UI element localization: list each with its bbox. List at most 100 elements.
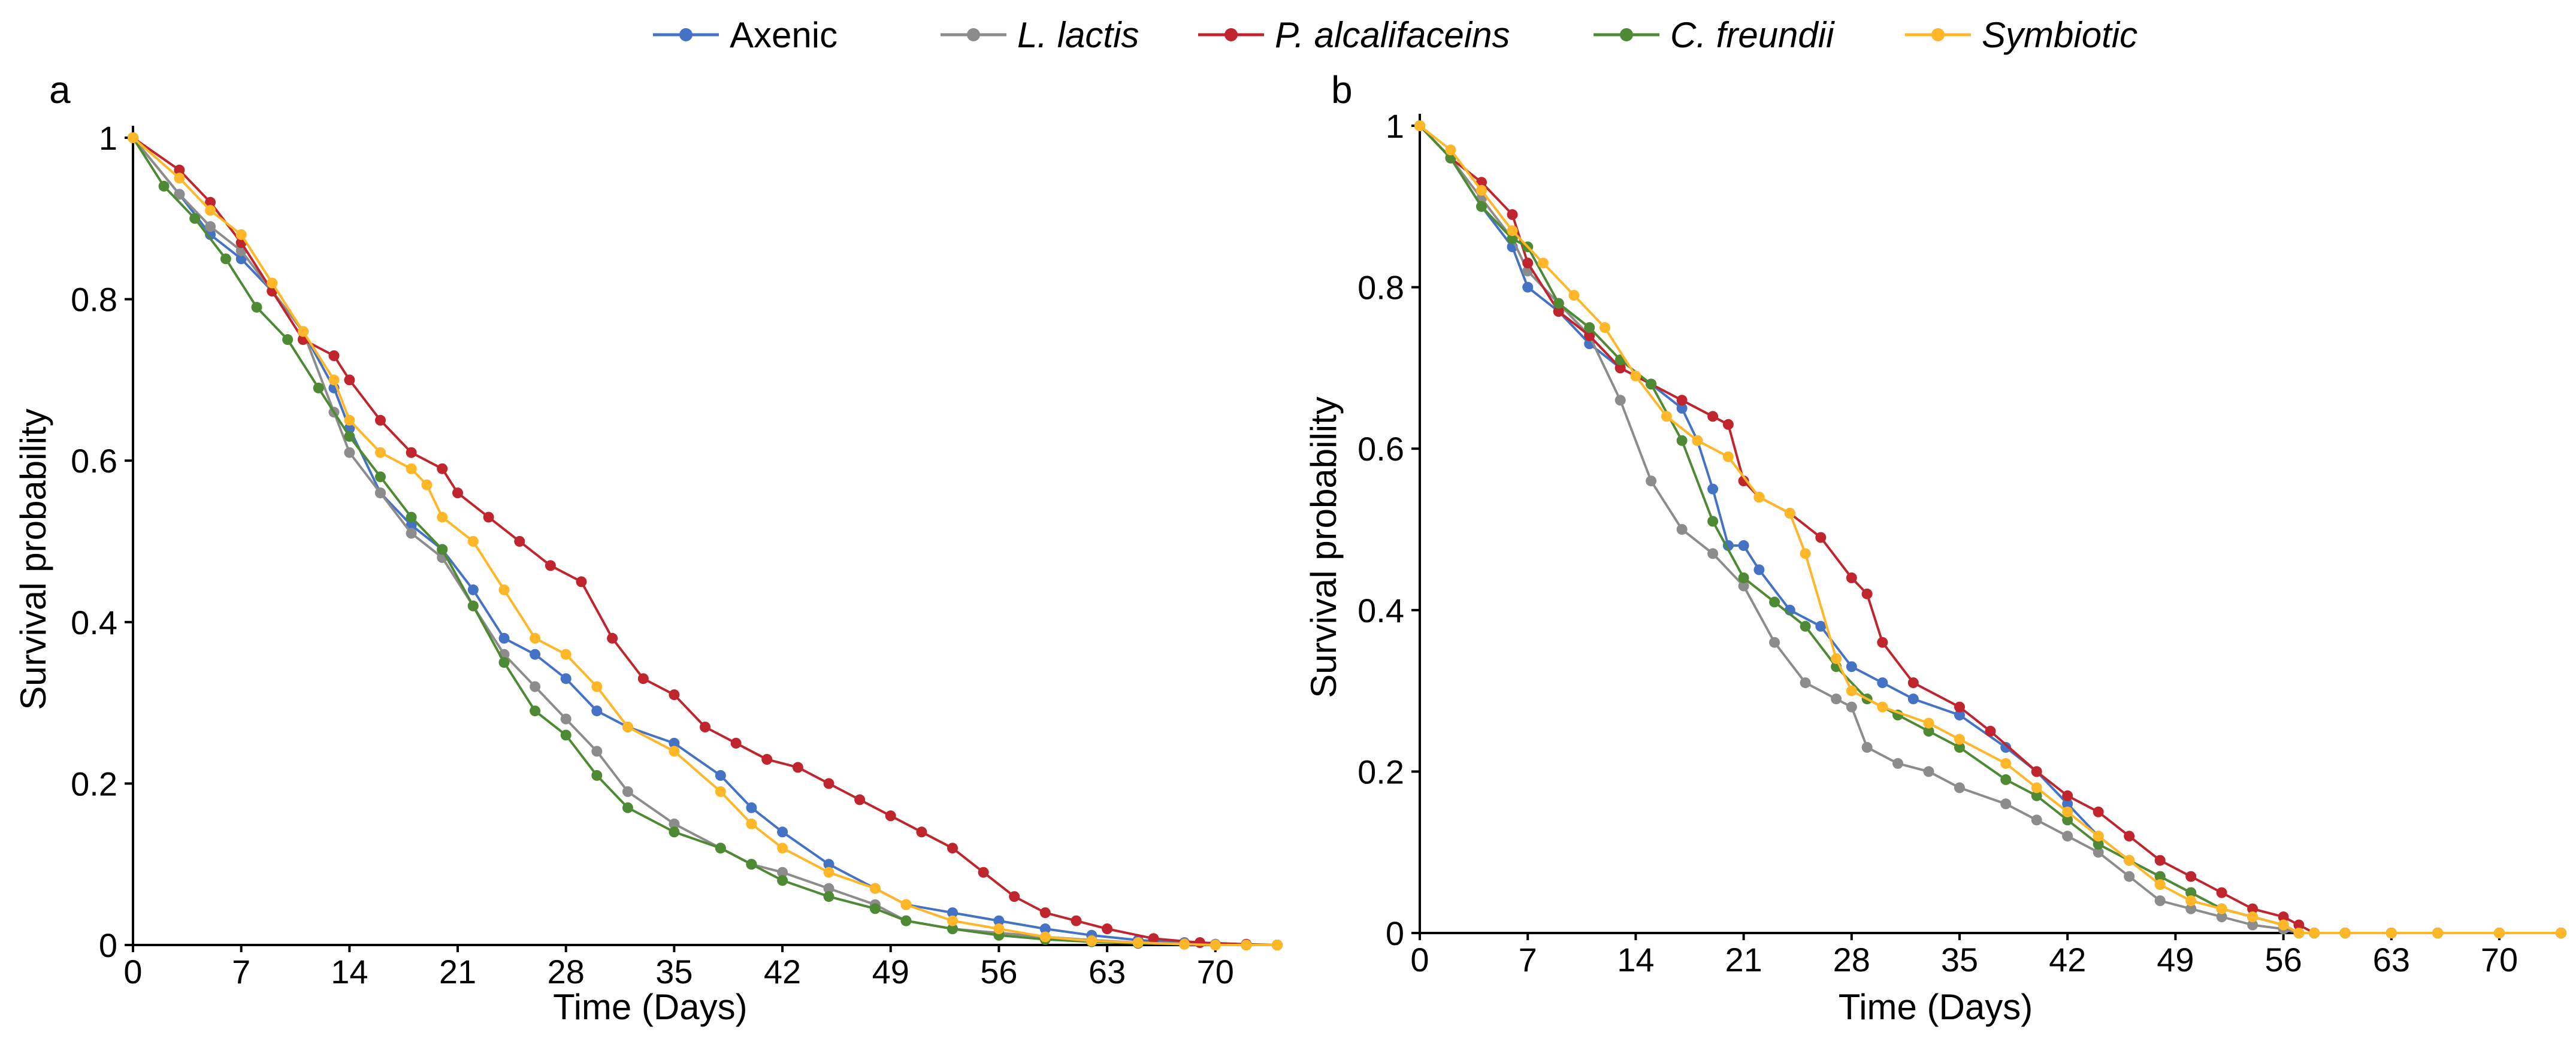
x-tick-label: 28: [548, 953, 585, 991]
data-point: [1071, 915, 1082, 926]
data-point: [1815, 532, 1827, 543]
data-point: [205, 221, 216, 232]
x-tick-label: 49: [2157, 941, 2194, 979]
x-tick-label: 42: [2049, 941, 2086, 979]
data-point: [2185, 903, 2197, 914]
data-point: [1676, 395, 1688, 406]
data-point: [1272, 940, 1283, 950]
y-tick-label: 0.8: [71, 281, 117, 319]
series-line: [1419, 125, 2561, 934]
data-point: [205, 196, 216, 208]
data-point: [2185, 887, 2197, 898]
data-point: [591, 770, 603, 781]
data-point: [669, 826, 680, 838]
data-point: [251, 302, 262, 313]
data-point: [792, 762, 803, 773]
data-point: [498, 584, 510, 595]
data-point: [174, 172, 185, 184]
data-point: [591, 681, 603, 692]
legend-item-l-lactis: L. lactis: [941, 15, 1139, 55]
data-point: [2093, 847, 2104, 858]
data-point: [1861, 742, 1873, 753]
series-line: [1419, 125, 2561, 934]
x-tick-label: 7: [1519, 941, 1537, 979]
data-point: [2185, 871, 2197, 882]
data-point: [205, 229, 216, 240]
data-point: [267, 277, 278, 289]
data-point: [560, 673, 572, 684]
data-point: [205, 205, 216, 216]
data-point: [1753, 564, 1765, 576]
x-tick-label: 42: [764, 953, 801, 991]
y-axis-title: Survival probability: [13, 408, 53, 710]
panel-a: a 0 0.2 0.4 0.6 0.8 1 0 7 14 21 28 35 42 49 56 63 70 Time …: [13, 68, 1283, 1027]
data-point: [406, 447, 417, 458]
data-point: [2154, 855, 2166, 866]
data-point: [328, 350, 340, 361]
data-point: [2309, 928, 2320, 938]
data-point: [777, 826, 788, 838]
data-point: [2031, 766, 2042, 777]
y-tick-label: 0.6: [1357, 430, 1404, 468]
data-point: [900, 899, 912, 910]
series-c-freundii: [1414, 120, 2566, 938]
data-point: [2293, 919, 2305, 931]
series-symbiotic: [128, 132, 1283, 950]
x-tick-label: 35: [1941, 941, 1978, 979]
data-point: [1630, 370, 1641, 381]
legend: Axenic L. lactis P. alcalifaceins C. freund…: [653, 15, 2137, 55]
x-tick-label: 21: [439, 953, 476, 991]
data-point: [344, 447, 355, 458]
data-point: [174, 164, 185, 175]
data-point: [746, 802, 757, 813]
x-tick-label: 0: [1410, 941, 1429, 979]
legend-marker: [679, 28, 693, 41]
legend-marker: [1931, 28, 1945, 41]
data-point: [1568, 290, 1580, 301]
y-tick-label: 0: [99, 926, 117, 964]
data-point: [1846, 661, 1857, 673]
data-point: [1907, 693, 1919, 705]
data-point: [2293, 928, 2305, 938]
data-point: [2432, 928, 2444, 938]
data-point: [2000, 758, 2012, 769]
data-point: [406, 528, 417, 539]
data-point: [406, 511, 417, 523]
x-axis-title: Time (Days): [1839, 987, 2033, 1027]
data-point: [2031, 814, 2042, 826]
data-point: [483, 511, 494, 523]
data-point: [2216, 903, 2227, 914]
series-line: [132, 137, 1278, 946]
data-point: [2000, 798, 2012, 810]
legend-label: C. freundii: [1670, 15, 1835, 55]
data-point: [1537, 258, 1549, 269]
data-point: [1553, 298, 1564, 309]
data-point: [1892, 758, 1903, 769]
series-l-lactis: [1414, 120, 2566, 938]
data-point: [823, 778, 835, 789]
data-point: [1194, 937, 1205, 948]
data-point: [1954, 701, 1965, 713]
data-point: [576, 576, 587, 587]
data-point: [591, 705, 603, 717]
data-point: [1800, 620, 1811, 632]
data-point: [1923, 766, 1934, 777]
legend-item-symbiotic: Symbiotic: [1905, 15, 2137, 55]
x-axis-title: Time (Days): [553, 987, 747, 1027]
data-point: [437, 463, 448, 474]
data-point: [1507, 209, 1518, 220]
data-point: [916, 826, 927, 838]
data-point: [2062, 814, 2073, 826]
data-point: [514, 536, 525, 547]
data-point: [730, 738, 742, 749]
x-tick-label: 63: [1089, 953, 1126, 991]
data-point: [452, 487, 463, 499]
data-point: [2000, 742, 2012, 753]
data-point: [1553, 306, 1564, 317]
data-point: [669, 738, 680, 749]
data-point: [1210, 940, 1221, 950]
data-point: [282, 334, 294, 345]
legend-label: Symbiotic: [1982, 15, 2137, 55]
data-point: [128, 132, 138, 143]
data-point: [823, 859, 835, 870]
